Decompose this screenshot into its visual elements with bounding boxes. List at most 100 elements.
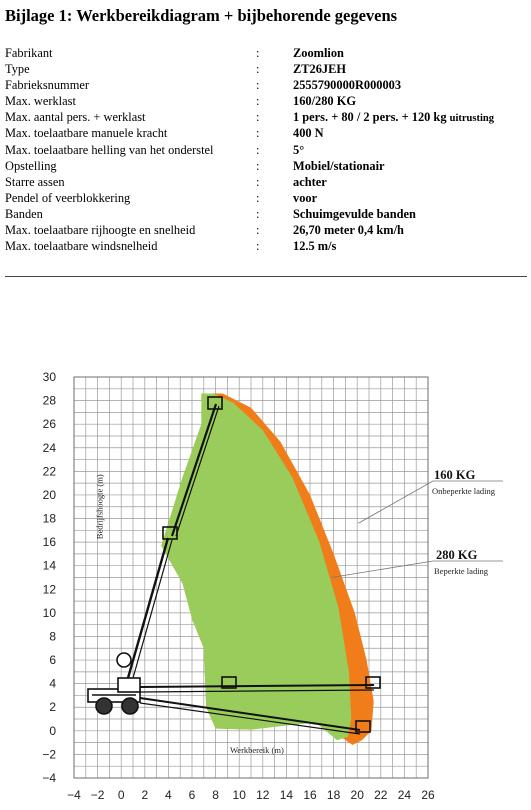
chart-axes: −4 −2 0 2 4 6 8 10 12 14 16 18 20 22 24 26−4−2024681012…	[42, 370, 435, 802]
y-tick-label: 8	[49, 629, 56, 643]
spec-value: voor	[293, 190, 318, 205]
spec-value: 12.5 m/s	[293, 239, 337, 254]
x-tick-label: 26	[421, 788, 435, 802]
x-axis-label: Werkbereik (m)	[230, 745, 284, 755]
spec-row-fabrieksnummer: Fabrieksnummer : 2555790000R000003	[5, 77, 529, 93]
y-tick-label: 28	[43, 394, 57, 408]
y-tick-label: 6	[49, 653, 56, 667]
spec-label: Max. toelaatbare rijhoogte en snelheid	[5, 223, 196, 238]
x-tick-label: 12	[256, 788, 270, 802]
spec-colon: :	[256, 190, 260, 205]
spec-value: 1 pers. + 80 / 2 pers. + 120 kg uitrusti…	[293, 109, 494, 127]
y-tick-label: 2	[49, 700, 56, 714]
spec-value: 160/280 KG	[293, 94, 356, 109]
spec-colon: :	[256, 239, 260, 254]
spec-colon: :	[256, 94, 260, 109]
spec-label: Type	[5, 62, 30, 77]
spec-colon: :	[256, 62, 260, 77]
spec-row-fabrikant: Fabrikant : Zoomlion	[5, 45, 529, 61]
y-axis-label: Bedrijfshoogte (m)	[94, 474, 104, 539]
y-tick-label: 20	[43, 488, 57, 502]
spec-label: Pendel of veerblokkering	[5, 190, 131, 205]
spec-label: Max. toelaatbare manuele kracht	[5, 126, 168, 141]
spec-colon: :	[256, 158, 260, 173]
y-tick-label: 18	[43, 512, 57, 526]
y-tick-label: 26	[43, 417, 57, 431]
spec-row-manuele-kracht: Max. toelaatbare manuele kracht : 400 N	[5, 125, 529, 141]
y-tick-label: 16	[43, 535, 57, 549]
spec-colon: :	[256, 142, 260, 157]
spec-row-type: Type : ZT26JEH	[5, 61, 529, 77]
spec-row-pendel: Pendel of veerblokkering : voor	[5, 190, 529, 206]
spec-value: 2555790000R000003	[293, 78, 402, 93]
chart-legend: 160 KG Onbeperkte lading 280 KG Beperkte la…	[331, 468, 503, 578]
spec-row-windsnelheid: Max. toelaatbare windsnelheid : 12.5 m/s	[5, 238, 529, 254]
spec-value: Zoomlion	[293, 46, 344, 60]
spec-value-main: 1 pers. + 80 / 2 pers. + 120 kg	[293, 110, 447, 125]
spec-row-opstelling: Opstelling : Mobiel/stationair	[5, 158, 529, 174]
chassis-illustration	[87, 677, 141, 715]
spec-colon: :	[256, 174, 260, 189]
basket-illustration	[162, 396, 381, 733]
legend-subtitle: Beperkte lading	[434, 566, 489, 576]
spec-colon: :	[256, 223, 260, 238]
boom-upper-illustration	[116, 403, 220, 679]
working-range-diagram: −4 −2 0 2 4 6 8 10 12 14 16 18 20 22 24 26−4−2024681012…	[42, 370, 503, 802]
spec-row-max-aantal-personen: Max. aantal pers. + werklast : 1 pers. +…	[5, 109, 529, 125]
spec-label: Max. toelaatbare windsnelheid	[5, 239, 158, 254]
spec-colon: :	[256, 126, 260, 141]
x-tick-label: 0	[118, 788, 125, 802]
area-280-kg	[161, 393, 352, 741]
x-tick-label: 14	[280, 788, 294, 802]
y-tick-label: 24	[43, 441, 57, 455]
spec-row-rijhoogte: Max. toelaatbare rijhoogte en snelheid :…	[5, 222, 529, 238]
spec-label: Opstelling	[5, 158, 57, 173]
spec-label: Max. werklast	[5, 94, 76, 109]
boom-lower-illustration	[139, 684, 375, 735]
spec-label: Starre assen	[5, 174, 65, 189]
x-tick-label: −2	[91, 788, 105, 802]
spec-label: Fabrikant	[5, 46, 53, 60]
spec-row-starre-assen: Starre assen : achter	[5, 174, 529, 190]
spec-colon: :	[256, 78, 260, 93]
x-tick-label: 2	[141, 788, 148, 802]
y-tick-label: 4	[49, 677, 56, 691]
legend-name: 160 KG	[434, 468, 476, 482]
spec-row-banden: Banden : Schuimgevulde banden	[5, 206, 529, 222]
spec-value: ZT26JEH	[293, 62, 347, 77]
spec-value: 400 N	[293, 126, 324, 141]
plot-frame	[73, 376, 429, 779]
spec-value: achter	[293, 174, 327, 189]
legend-name: 280 KG	[436, 548, 478, 562]
y-tick-label: 12	[43, 582, 57, 596]
spec-colon: :	[256, 110, 260, 125]
legend-subtitle: Onbeperkte lading	[432, 486, 496, 496]
y-tick-label: 14	[43, 559, 57, 573]
x-tick-label: 8	[212, 788, 219, 802]
spec-colon: :	[256, 46, 260, 60]
spec-label: Max. aantal pers. + werklast	[5, 110, 146, 125]
x-tick-label: 6	[189, 788, 196, 802]
spec-value: 26,70 meter 0,4 km/h	[293, 223, 404, 238]
x-tick-label: −4	[67, 788, 81, 802]
page-title: Bijlage 1: Werkbereikdiagram + bijbehore…	[5, 6, 398, 25]
spec-value-extra: uitrusting	[449, 113, 494, 125]
spec-label: Fabrieksnummer	[5, 78, 89, 93]
spec-value: Schuimgevulde banden	[293, 206, 416, 221]
spec-label: Banden	[5, 206, 43, 221]
spec-table: Fabrikant : Zoomlion Type : ZT26JEH Fabr…	[5, 45, 529, 254]
x-tick-label: 22	[374, 788, 388, 802]
y-tick-label: 22	[43, 464, 57, 478]
x-tick-label: 24	[398, 788, 412, 802]
y-tick-label: 0	[49, 724, 56, 738]
y-tick-label: −2	[42, 747, 56, 761]
spec-row-max-werklast: Max. werklast : 160/280 KG	[5, 93, 529, 109]
x-tick-label: 20	[351, 788, 365, 802]
divider	[5, 276, 527, 277]
chart-areas	[161, 393, 374, 745]
legend-leader-line	[358, 480, 434, 524]
x-tick-label: 16	[303, 788, 317, 802]
spec-value: Mobiel/stationair	[293, 158, 385, 173]
x-tick-label: 4	[165, 788, 172, 802]
y-tick-label: −4	[42, 771, 56, 785]
